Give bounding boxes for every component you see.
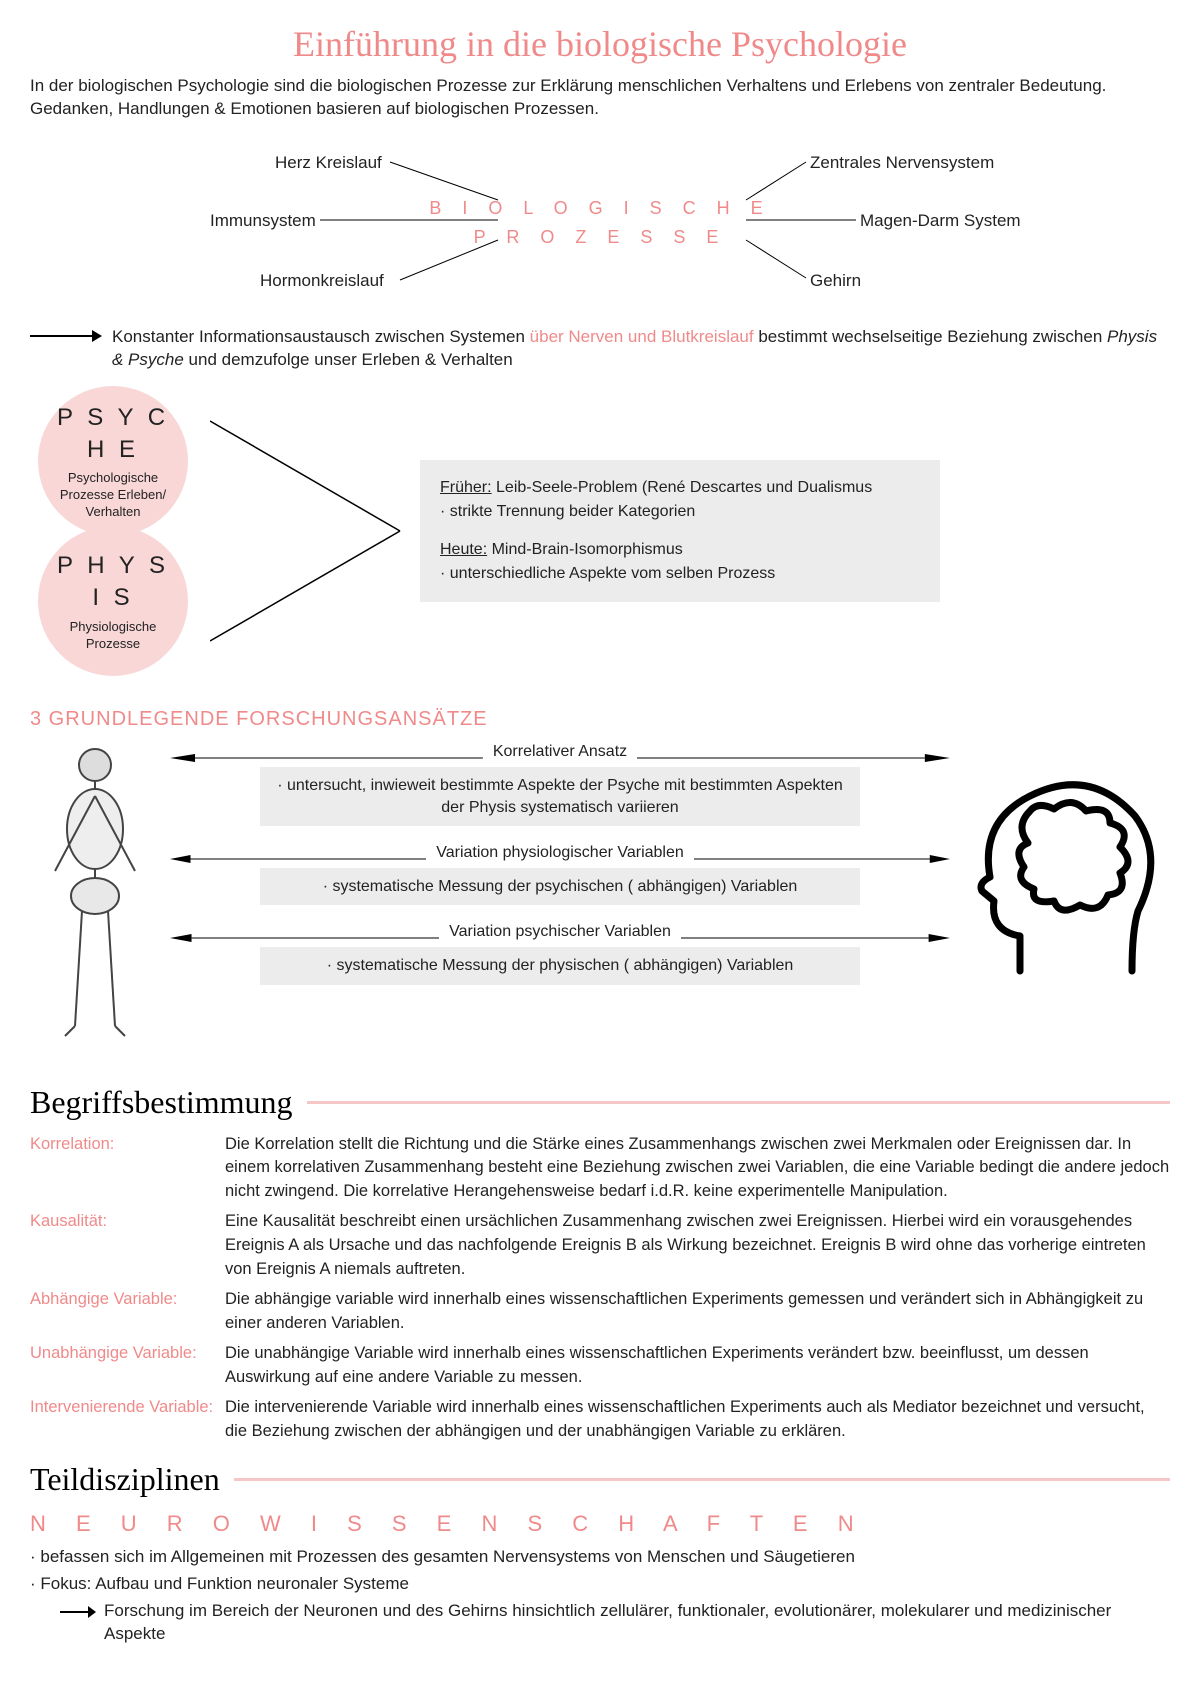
bio-processes-diagram: B I O L O G I S C H E P R O Z E S S E He… bbox=[30, 138, 1170, 308]
fan-label: Magen-Darm System bbox=[860, 210, 1021, 233]
approach-row: Korrelativer Ansatz · untersucht, inwiewe… bbox=[170, 741, 950, 826]
history-heute: Heute: Mind-Brain-Isomorphismus bbox=[440, 538, 920, 562]
history-box: Früher: Leib-Seele-Problem (René Descart… bbox=[420, 460, 940, 602]
exchange-tail: und demzufolge unser Erleben & Verhalten bbox=[184, 350, 513, 369]
approach-text: · systematische Messung der psychischen … bbox=[260, 868, 860, 906]
approach-title: Variation physiologischer Variablen bbox=[436, 842, 684, 864]
list-item: befassen sich im Allgemeinen mit Prozess… bbox=[30, 1546, 1170, 1569]
arrow-icon bbox=[30, 326, 102, 346]
skeleton-icon bbox=[30, 741, 160, 1041]
arrow-right-icon bbox=[694, 848, 950, 858]
fan-center-label: B I O L O G I S C H E P R O Z E S S E bbox=[429, 195, 770, 253]
psyche-physis-row: P S Y C H E Psychologische Prozesse Erle… bbox=[30, 386, 1170, 676]
neuro-sub-text: Forschung im Bereich der Neuronen und de… bbox=[104, 1600, 1170, 1646]
list-item: Fokus: Aufbau und Funktion neuronaler Sy… bbox=[30, 1573, 1170, 1596]
history-frueher: Früher: Leib-Seele-Problem (René Descart… bbox=[440, 476, 920, 500]
fan-label: Hormonkreislauf bbox=[260, 270, 384, 293]
arrow-right-icon bbox=[681, 927, 950, 937]
neuro-bullets: befassen sich im Allgemeinen mit Prozess… bbox=[30, 1546, 1170, 1596]
definition-row: Intervenierende Variable:Die intervenier… bbox=[30, 1396, 1170, 1444]
heading-rule bbox=[307, 1101, 1171, 1104]
definition-row: Kausalität:Eine Kausalität beschreibt ei… bbox=[30, 1210, 1170, 1282]
fan-label: Immunsystem bbox=[210, 210, 316, 233]
definition-body: Die unabhängige Variable wird innerhalb … bbox=[225, 1342, 1170, 1390]
arrow-left-icon bbox=[170, 848, 426, 858]
definitions-list: Korrelation:Die Korrelation stellt die R… bbox=[30, 1133, 1170, 1444]
approach-title: Korrelativer Ansatz bbox=[493, 741, 627, 763]
definition-row: Abhängige Variable:Die abhängige variabl… bbox=[30, 1288, 1170, 1336]
neuro-heading: N E U R O W I S S E N S C H A F T E N bbox=[30, 1509, 1170, 1539]
brain-head-icon bbox=[960, 771, 1170, 981]
approaches-heading: 3 GRUNDLEGENDE FORSCHUNGSANSÄTZE bbox=[30, 706, 1170, 733]
begriffs-label: Begriffsbestimmung bbox=[30, 1081, 293, 1124]
approach-title: Variation psychischer Variablen bbox=[449, 921, 671, 943]
heute-bullet: · unterschiedliche Aspekte vom selben Pr… bbox=[440, 562, 920, 586]
heading-rule bbox=[234, 1478, 1170, 1481]
approach-text: · untersucht, inwieweit bestimmte Aspekt… bbox=[260, 767, 860, 826]
definition-term: Unabhängige Variable: bbox=[30, 1342, 225, 1390]
chevron-icon bbox=[210, 411, 410, 651]
arrow-left-icon bbox=[170, 747, 483, 757]
fan-center-line1: B I O L O G I S C H E bbox=[429, 195, 770, 224]
fan-label: Gehirn bbox=[810, 270, 861, 293]
approach-row: Variation physiologischer Variablen · sys… bbox=[170, 842, 950, 905]
definition-term: Intervenierende Variable: bbox=[30, 1396, 225, 1444]
exchange-bullet: Konstanter Informationsaustausch zwische… bbox=[30, 326, 1170, 372]
approach-row: Variation psychischer Variablen · systema… bbox=[170, 921, 950, 984]
arrow-icon bbox=[60, 1604, 96, 1620]
definition-term: Abhängige Variable: bbox=[30, 1288, 225, 1336]
physis-bubble: P H Y S I S Physiologische Prozesse bbox=[38, 526, 188, 676]
frueher-label: Früher: bbox=[440, 479, 492, 496]
fan-center-line2: P R O Z E S S E bbox=[429, 223, 770, 252]
arrow-right-icon bbox=[637, 747, 950, 757]
exchange-post: bestimmt wechselseitige Beziehung zwisch… bbox=[754, 327, 1107, 346]
definition-term: Kausalität: bbox=[30, 1210, 225, 1282]
approaches-diagram: Korrelativer Ansatz · untersucht, inwiewe… bbox=[30, 741, 1170, 1061]
page-title: Einführung in die biologische Psychologi… bbox=[30, 20, 1170, 69]
definition-body: Die Korrelation stellt die Richtung und … bbox=[225, 1133, 1170, 1205]
fan-label: Zentrales Nervensystem bbox=[810, 152, 994, 175]
heute-text: Mind-Brain-Isomorphismus bbox=[487, 541, 683, 558]
bubbles: P S Y C H E Psychologische Prozesse Erle… bbox=[30, 386, 200, 676]
teil-label: Teildisziplinen bbox=[30, 1458, 220, 1501]
frueher-bullet: · strikte Trennung beider Kategorien bbox=[440, 500, 920, 524]
heute-label: Heute: bbox=[440, 541, 487, 558]
neuro-sub-arrow: Forschung im Bereich der Neuronen und de… bbox=[30, 1600, 1170, 1646]
definition-body: Eine Kausalität beschreibt einen ursächl… bbox=[225, 1210, 1170, 1282]
definition-body: Die intervenierende Variable wird innerh… bbox=[225, 1396, 1170, 1444]
exchange-pre: Konstanter Informationsaustausch zwische… bbox=[112, 327, 530, 346]
exchange-salmon: über Nerven und Blutkreislauf bbox=[530, 327, 754, 346]
physis-sub: Physiologische Prozesse bbox=[50, 619, 176, 653]
psyche-sub: Psychologische Prozesse Erleben/ Verhalt… bbox=[50, 470, 176, 521]
frueher-text: Leib-Seele-Problem (René Descartes und D… bbox=[492, 479, 873, 496]
approach-text: · systematische Messung der physischen (… bbox=[260, 947, 860, 985]
psyche-label: P S Y C H E bbox=[50, 402, 176, 467]
approach-title-row: Variation psychischer Variablen bbox=[170, 921, 950, 943]
psyche-bubble: P S Y C H E Psychologische Prozesse Erle… bbox=[38, 386, 188, 536]
definition-body: Die abhängige variable wird innerhalb ei… bbox=[225, 1288, 1170, 1336]
approach-title-row: Variation physiologischer Variablen bbox=[170, 842, 950, 864]
begriffs-heading: Begriffsbestimmung bbox=[30, 1081, 1170, 1124]
exchange-text: Konstanter Informationsaustausch zwische… bbox=[112, 326, 1170, 372]
teil-heading: Teildisziplinen bbox=[30, 1458, 1170, 1501]
approach-title-row: Korrelativer Ansatz bbox=[170, 741, 950, 763]
intro-text: In der biologischen Psychologie sind die… bbox=[30, 75, 1170, 121]
definition-term: Korrelation: bbox=[30, 1133, 225, 1205]
definition-row: Unabhängige Variable:Die unabhängige Var… bbox=[30, 1342, 1170, 1390]
physis-label: P H Y S I S bbox=[50, 550, 176, 615]
fan-label: Herz Kreislauf bbox=[275, 152, 382, 175]
definition-row: Korrelation:Die Korrelation stellt die R… bbox=[30, 1133, 1170, 1205]
arrow-left-icon bbox=[170, 927, 439, 937]
